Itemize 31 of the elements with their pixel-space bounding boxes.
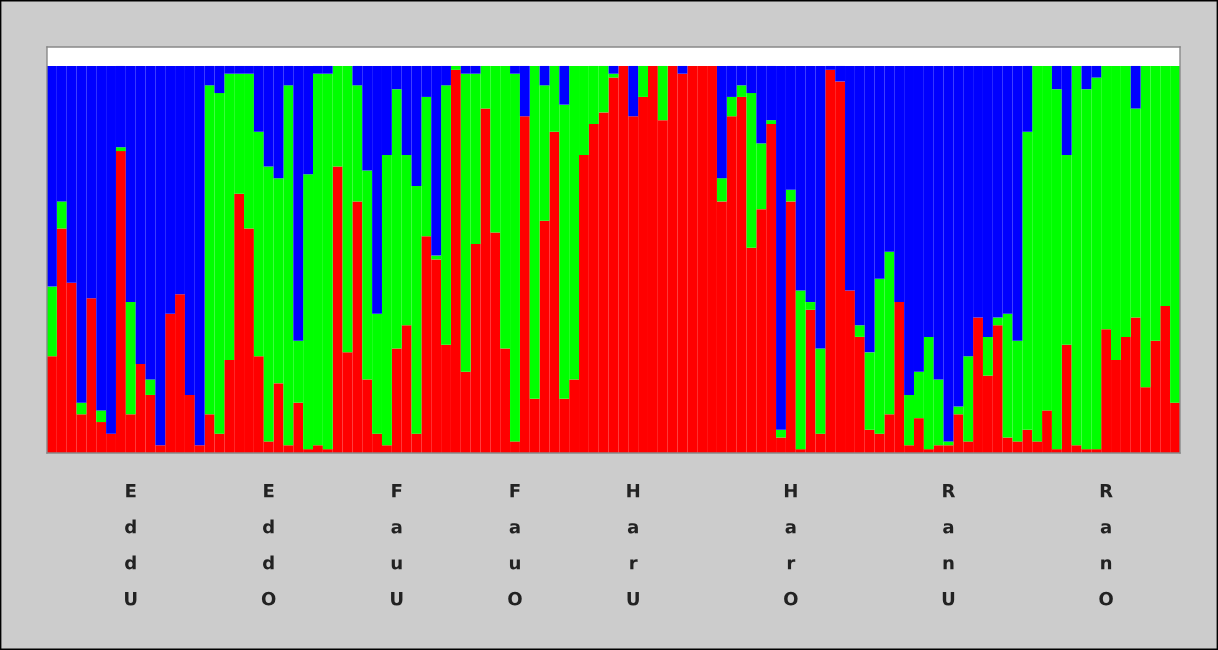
bar (785, 189, 796, 202)
bar (716, 178, 727, 202)
bar (638, 65, 648, 97)
bar (47, 286, 57, 357)
bar (726, 96, 737, 117)
bar (628, 65, 639, 117)
category-label: EddU (125, 484, 137, 606)
bar (125, 302, 136, 415)
bar (982, 336, 993, 376)
bar (766, 120, 777, 125)
bar (145, 379, 156, 395)
bar (450, 65, 461, 70)
bar (608, 65, 619, 74)
category-label: FauO (508, 484, 522, 606)
category-label: HarO (784, 484, 798, 606)
bar (854, 325, 865, 337)
bar (815, 348, 826, 434)
bar (1130, 65, 1141, 109)
bar (657, 65, 668, 121)
bar (677, 65, 688, 74)
bar (539, 65, 550, 86)
category-label: FauU (391, 484, 403, 606)
bar (776, 429, 786, 438)
category-label: RanO (1099, 484, 1113, 606)
bar (559, 65, 570, 105)
category-label: EddO (261, 484, 276, 606)
category-label: RanU (942, 484, 956, 606)
category-label: HarU (627, 484, 640, 606)
bar (56, 201, 67, 229)
bar (96, 410, 107, 423)
bar (115, 147, 126, 152)
